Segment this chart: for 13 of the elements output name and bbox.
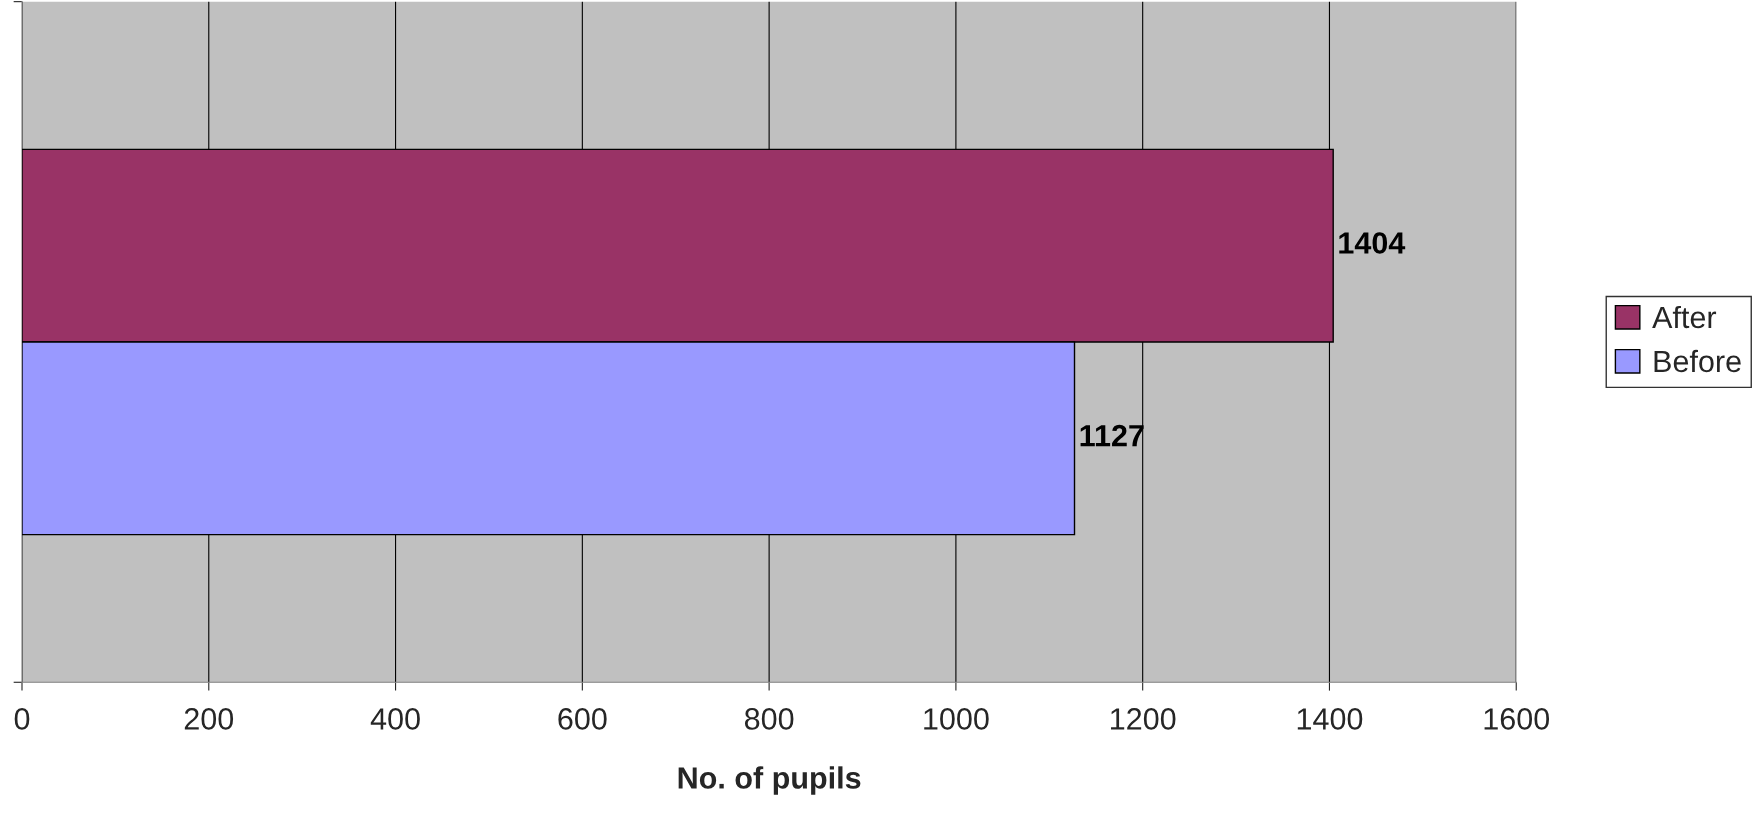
x-axis-title: No. of pupils: [678, 766, 861, 795]
x-tick-label: 1000: [924, 708, 989, 730]
x-tick-label: 1200: [1111, 708, 1176, 730]
x-tick-label: 0: [14, 708, 30, 730]
x-tick-label: 1600: [1484, 708, 1550, 730]
x-tick-label: 400: [370, 708, 420, 730]
x-tick-label: 600: [558, 708, 607, 730]
data-label: 1404: [1339, 232, 1406, 254]
legend-label: Before: [1654, 349, 1741, 373]
x-tick-label: 1400: [1297, 708, 1363, 730]
x-tick-label: 800: [744, 708, 794, 730]
legend-label: After: [1652, 305, 1717, 329]
x-tick-label: 200: [184, 708, 234, 730]
